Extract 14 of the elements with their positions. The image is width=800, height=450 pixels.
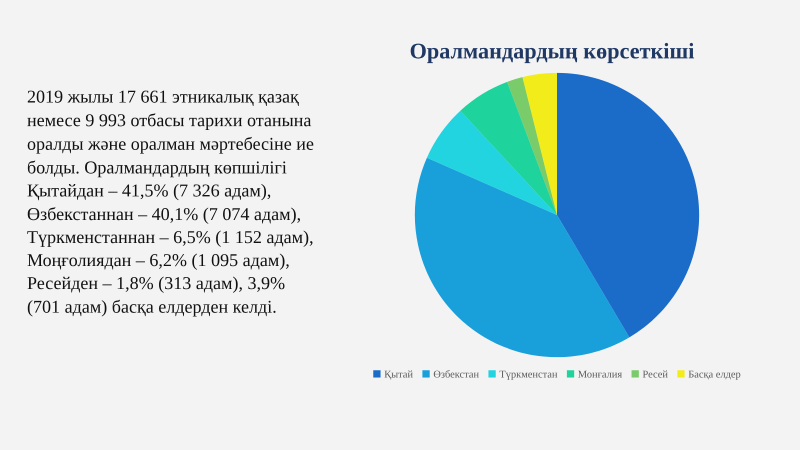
legend-label: Қытай — [384, 370, 413, 380]
pie-slice — [507, 77, 557, 215]
text: 2019 жылы 17 661 этникалық қазақ немесе 9 993 отбасы тарихи отанына оралды және оралман мәртебесіне ие болды. Оралмандардың көпшілігі Қытайдан – 41,5% (7 326 адам), Өзбекстаннан – 40,1% (7 074 адам), Түркменстаннан – 6,5% (1 152 адам), Моңғолиядан – 6,2% (1 095 адам), Ресейден – 1,8% (313 адам), 3,9% (701 адам) басқа елдерден келді. — [27, 90, 314, 317]
legend-label: Өзбекстан — [434, 370, 479, 378]
pie-slice — [426, 110, 557, 215]
legend-label: Түркменстан — [500, 370, 558, 380]
legend-label: Басқа елдер — [688, 370, 740, 380]
chart-title: Оралмандардың көрсеткіші — [410, 42, 694, 64]
pie-slice — [414, 158, 630, 358]
pie-slice — [557, 72, 700, 338]
pie-slice — [460, 82, 557, 215]
legend-label: Ресей — [642, 370, 668, 378]
pie-slice — [522, 72, 557, 215]
legend-label: Монғалия — [578, 370, 622, 378]
